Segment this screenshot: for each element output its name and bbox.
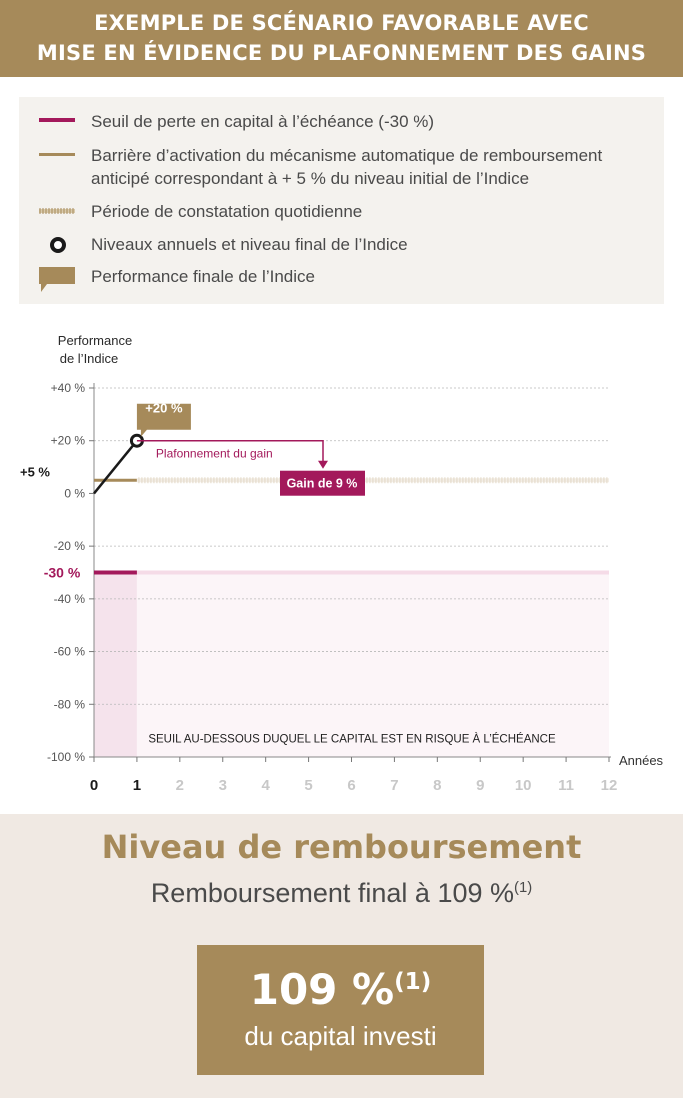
y-tick-label: -40 % — [54, 592, 86, 606]
gold-line-icon — [39, 153, 75, 156]
legend-label: Période de constatation quotidienne — [91, 202, 363, 221]
legend: Seuil de perte en capital à l’échéance (… — [19, 97, 664, 304]
final-performance-callout — [136, 403, 191, 437]
result-subtitle: Remboursement final à 109 %(1) — [0, 878, 683, 909]
risk-zone — [136, 572, 609, 757]
y-tick-label: -60 % — [54, 645, 86, 659]
result-subtitle-text: Remboursement final à 109 % — [150, 878, 515, 908]
threshold-label: -30 % — [44, 565, 81, 581]
hatched-line-icon — [39, 208, 75, 214]
x-tick-label: 9 — [476, 777, 484, 794]
x-tick-label: 6 — [347, 777, 355, 794]
x-tick-label: 3 — [219, 777, 227, 794]
header-line-2: MISE EN ÉVIDENCE DU PLAFONNEMENT DES GAI… — [36, 41, 647, 65]
x-tick-label: 10 — [515, 777, 532, 794]
y-axis-title-line-1: Performance — [58, 333, 132, 348]
x-tick-label: 1 — [133, 777, 141, 794]
y-axis-title-line-2: de l’Indice — [60, 351, 119, 366]
result-box-note: (1) — [394, 969, 432, 995]
legend-label: Seuil de perte en capital à l’échéance (… — [91, 112, 435, 131]
header-line-1: EXEMPLE DE SCÉNARIO FAVORABLE AVEC — [94, 11, 589, 35]
result-box-caption: du capital investi — [244, 1021, 437, 1051]
index-performance-line — [93, 439, 138, 495]
cap-arrow-head — [318, 460, 328, 469]
y-tick-label: -80 % — [54, 697, 86, 711]
y-tick-label: -100 % — [47, 750, 85, 764]
legend-label: Performance finale de l’Indice — [91, 267, 315, 286]
x-tick-label: 12 — [601, 777, 618, 794]
legend-label: Barrière d’activation du mécanisme autom… — [91, 146, 603, 188]
chart: Performance de l’Indice SEUIL AU-DESSOUS… — [0, 325, 683, 805]
result-panel: Niveau de remboursement Remboursement fi… — [0, 814, 683, 1098]
x-tick-label: 4 — [261, 777, 270, 794]
x-tick-label: 5 — [304, 777, 312, 794]
cap-label: Plafonnement du gain — [156, 447, 273, 461]
gain-box — [280, 470, 365, 496]
x-tick-label: 8 — [433, 777, 441, 794]
x-tick-label: 0 — [90, 777, 98, 794]
y-tick-label: +20 % — [51, 434, 86, 448]
page-header: EXEMPLE DE SCÉNARIO FAVORABLE AVEC MISE … — [0, 0, 683, 77]
result-box-value: 109 %(1) — [197, 965, 484, 1014]
barrier-label: +5 % — [20, 464, 50, 479]
magenta-line-icon — [39, 118, 75, 122]
callout-box-icon — [39, 267, 75, 292]
circle-marker-icon — [50, 237, 66, 253]
y-tick-label: +40 % — [51, 381, 86, 395]
y-tick-label: 0 % — [64, 486, 85, 500]
x-tick-label: 7 — [390, 777, 398, 794]
x-tick-label: 11 — [558, 777, 574, 794]
gain-label: Gain de 9 % — [287, 477, 358, 491]
risk-zone-year-1 — [94, 572, 137, 757]
cap-arrow-line — [136, 439, 324, 466]
result-title: Niveau de remboursement — [101, 828, 582, 866]
final-performance-label: +20 % — [145, 401, 183, 416]
risk-zone-label: SEUIL AU-DESSOUS DUQUEL LE CAPITAL EST E… — [148, 733, 556, 746]
y-tick-label: -20 % — [54, 539, 86, 553]
threshold-line-extension — [136, 570, 609, 575]
legend-label: Niveaux annuels et niveau final de l’Ind… — [91, 235, 408, 254]
result-box: 109 %(1) du capital investi — [197, 945, 484, 1075]
x-tick-label: 2 — [176, 777, 184, 794]
x-axis-title: Années — [619, 753, 664, 768]
result-box-value-text: 109 % — [249, 965, 395, 1014]
chart-svg: Performance de l’Indice SEUIL AU-DESSOUS… — [20, 333, 664, 794]
result-subtitle-note: (1) — [514, 880, 533, 896]
